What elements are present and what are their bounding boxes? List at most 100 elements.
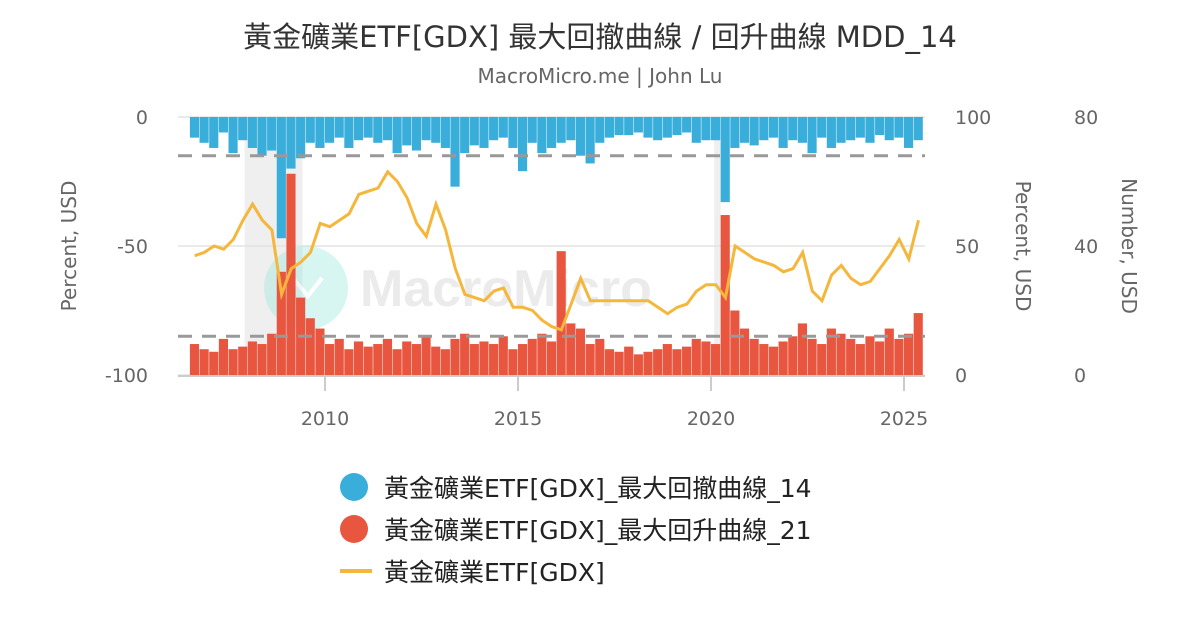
legend-dot-icon <box>340 473 368 501</box>
drawdown-bar <box>884 117 894 141</box>
drawup-bar <box>257 344 267 375</box>
watermark-text: MacroMicro <box>360 260 652 318</box>
left-axis-title: Percent, USD <box>57 181 81 312</box>
drawup-bar <box>855 344 865 375</box>
drawdown-bar <box>344 117 354 148</box>
drawup-bar <box>778 341 788 375</box>
drawup-bar <box>575 328 586 375</box>
threshold-lines <box>178 154 925 338</box>
drawdown-bar <box>595 117 605 143</box>
drawdown-bar <box>768 117 779 138</box>
drawdown-bar <box>556 117 566 143</box>
drawdown-bar <box>479 117 489 148</box>
drawup-bar <box>382 338 393 375</box>
drawup-bar <box>894 338 904 375</box>
drawup-bar <box>440 349 450 375</box>
drawup-bar <box>691 338 701 375</box>
drawup-bar <box>604 349 614 375</box>
legend-item-drawdown[interactable]: 黃金礦業ETF[GDX]_最大回撤曲線_14 <box>340 466 812 508</box>
drawup-bar <box>788 336 798 375</box>
drawdown-bar <box>315 117 325 148</box>
drawdown-bar <box>373 117 383 143</box>
drawup-bar <box>633 354 643 375</box>
drawdown-bar <box>276 117 286 239</box>
drawup-bar <box>904 333 914 375</box>
drawup-bar <box>546 341 557 375</box>
drawup-bar <box>527 338 537 375</box>
drawup-bar <box>807 338 817 375</box>
drawup-bar <box>305 318 315 375</box>
drawdown-bar <box>855 117 865 138</box>
drawup-bar <box>865 336 875 375</box>
drawup-bar <box>431 346 441 375</box>
drawdown-bar <box>518 117 528 172</box>
drawdown-bar <box>682 117 692 133</box>
drawdown-bar <box>257 117 267 156</box>
drawdown-bar <box>604 117 614 138</box>
drawup-bar <box>325 344 335 375</box>
drawdown-bar <box>334 117 344 138</box>
x-axis-ticks: 2010 2015 2020 2025 <box>301 376 928 430</box>
drawup-bar <box>315 328 325 375</box>
drawdown-bar <box>913 117 923 141</box>
drawup-bar <box>768 346 779 375</box>
drawup-bar <box>643 351 653 375</box>
drawup-bar <box>353 341 364 375</box>
drawup-bar <box>875 341 885 375</box>
drawdown-bar <box>817 117 827 138</box>
x-tick-label: 2015 <box>494 408 542 430</box>
drawup-bar <box>739 328 750 375</box>
drawup-bar <box>730 310 740 375</box>
drawdown-bar <box>807 117 817 154</box>
drawup-bar <box>537 333 547 375</box>
drawdown-bar <box>489 117 499 141</box>
drawup-bar <box>460 333 470 375</box>
drawup-bar <box>450 338 460 375</box>
drawup-bar <box>334 338 344 375</box>
right1-axis-title: Percent, USD <box>1011 181 1035 312</box>
drawdown-bar <box>662 117 672 138</box>
drawup-bar <box>518 344 528 375</box>
drawdown-bar <box>382 117 393 141</box>
drawup-bar <box>498 336 508 375</box>
drawdown-bar <box>363 117 373 138</box>
drawup-bar <box>228 349 238 375</box>
drawdown-bar <box>711 117 721 141</box>
drawup-bar <box>624 346 634 375</box>
drawup-bar <box>276 271 286 375</box>
x-tick-label: 2020 <box>687 408 735 430</box>
drawdown-bar <box>585 117 595 164</box>
drawup-bar <box>392 349 402 375</box>
legend-dot-icon <box>340 515 368 543</box>
drawup-bar <box>614 351 624 375</box>
drawdown-bar <box>238 117 248 141</box>
drawup-bar <box>363 346 373 375</box>
drawup-bar <box>836 333 846 375</box>
drawdown-bar <box>498 117 508 138</box>
drawdown-bar <box>653 117 663 141</box>
drawup-bar <box>489 344 499 375</box>
chart-title: 黃金礦業ETF[GDX] 最大回撤曲線 / 回升曲線 MDD_14 <box>243 20 957 54</box>
legend-label: 黃金礦業ETF[GDX] <box>384 558 605 587</box>
legend-line-icon <box>340 569 372 573</box>
drawdown-bar <box>421 117 431 141</box>
drawdown-bar <box>730 117 740 148</box>
right1-axis-ticks: 100 50 0 <box>955 107 991 387</box>
drawup-bar <box>797 323 807 375</box>
legend-item-drawup[interactable]: 黃金礦業ETF[GDX]_最大回升曲線_21 <box>340 508 812 550</box>
right1-tick-label: 100 <box>955 107 991 129</box>
legend-item-price[interactable]: 黃金礦業ETF[GDX] <box>340 550 812 592</box>
drawdown-bars <box>189 117 923 239</box>
drawup-bar <box>826 328 836 375</box>
drawup-bar <box>479 341 489 375</box>
right1-tick-label: 0 <box>955 365 967 387</box>
drawdown-bar <box>575 117 586 156</box>
drawdown-bar <box>325 117 335 143</box>
drawdown-bar <box>440 117 450 148</box>
drawdown-bar <box>643 117 653 138</box>
drawup-bar <box>556 251 566 375</box>
x-tick-label: 2025 <box>880 408 928 430</box>
drawdown-bar <box>614 117 624 136</box>
price-line <box>194 169 920 332</box>
right1-tick-label: 50 <box>955 236 979 258</box>
